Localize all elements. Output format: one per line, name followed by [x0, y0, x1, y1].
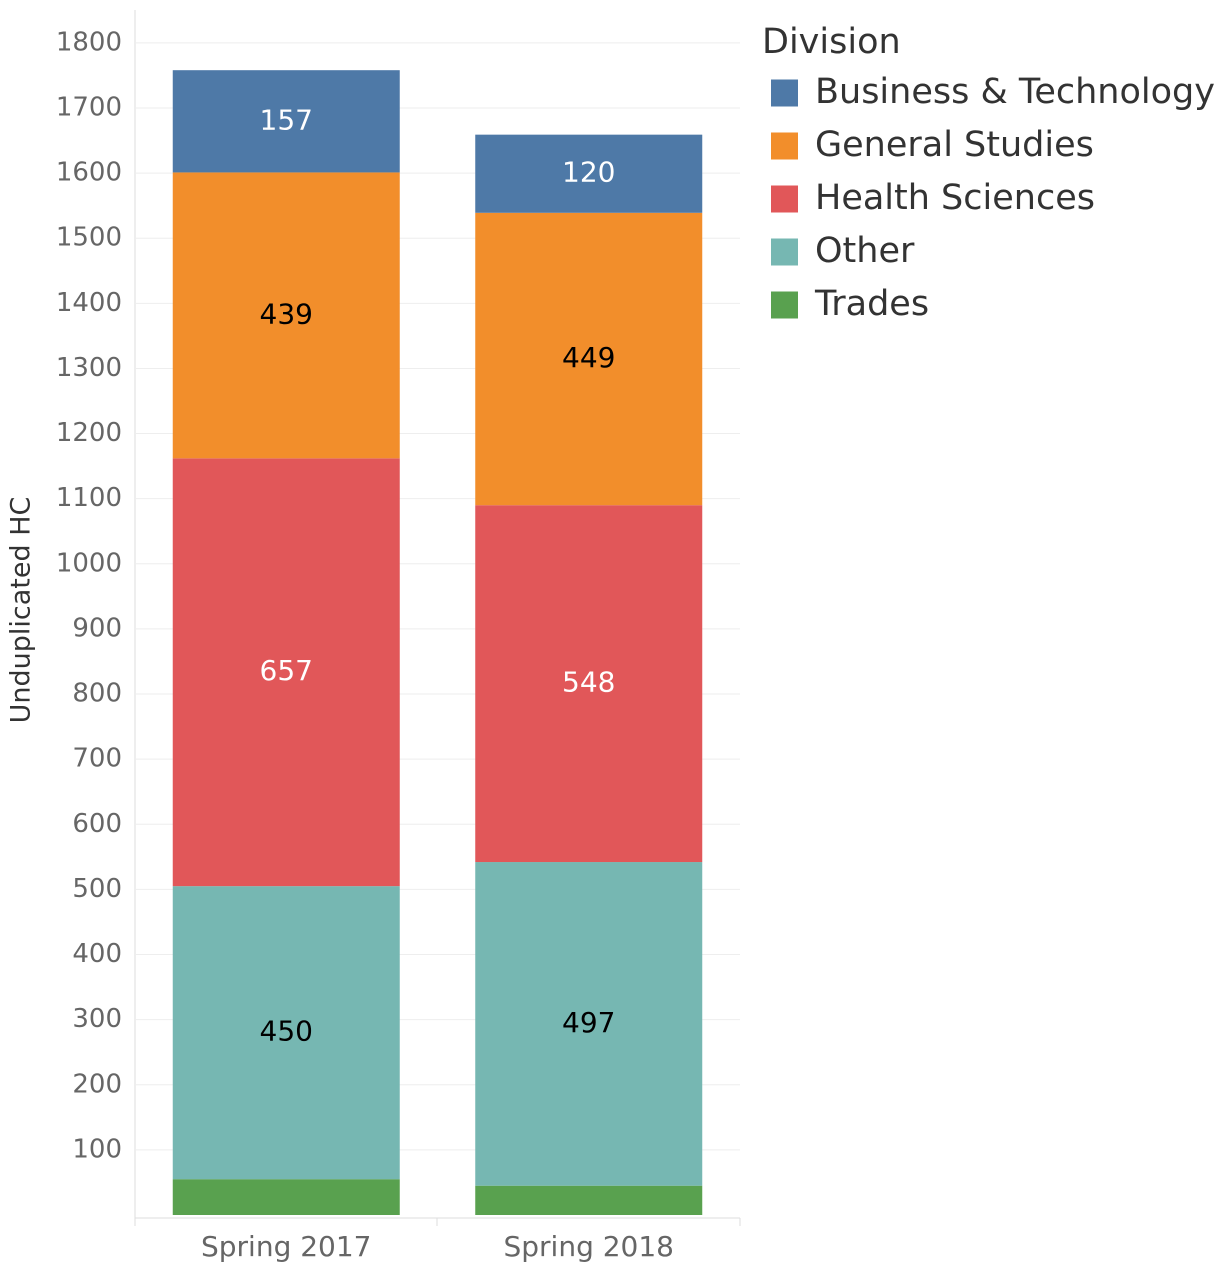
y-tick-label: 700 [72, 744, 122, 774]
y-tick-label: 1000 [56, 548, 122, 578]
data-label: 439 [260, 297, 313, 330]
y-tick-label: 1500 [56, 223, 122, 253]
legend-swatch [771, 132, 798, 160]
legend-label: General Studies [815, 125, 1094, 165]
y-tick-label: 1600 [56, 158, 122, 188]
legend-label: Health Sciences [815, 178, 1095, 218]
legend-title: Division [762, 22, 901, 62]
y-tick-label: 900 [72, 613, 122, 643]
legend-swatch [771, 238, 798, 266]
data-label: 657 [260, 654, 313, 687]
y-tick-label: 600 [72, 809, 122, 839]
bar-segment [172, 1179, 400, 1215]
data-label: 450 [260, 1015, 313, 1048]
data-label: 449 [562, 341, 615, 374]
bar-segment [475, 1185, 703, 1215]
legend-swatch [771, 79, 798, 107]
bar-segment [172, 172, 400, 459]
legend-swatch [771, 185, 798, 213]
bar-segment [475, 134, 703, 213]
legend-label: Other [815, 231, 915, 271]
data-label: 120 [562, 156, 615, 189]
y-tick-label: 1400 [56, 288, 122, 318]
bar-segment [172, 458, 400, 887]
y-tick-label: 200 [72, 1069, 122, 1099]
x-tick-label: Spring 2017 [201, 1230, 372, 1263]
legend-label: Business & Technology [815, 72, 1215, 112]
legend-label: Trades [814, 284, 929, 324]
bar-segment [475, 505, 703, 863]
bar-segment [172, 70, 400, 173]
data-label: 157 [260, 103, 313, 136]
bar-segment [172, 886, 400, 1180]
y-tick-label: 1700 [56, 92, 122, 122]
y-tick-label: 800 [72, 679, 122, 709]
y-tick-label: 300 [72, 1004, 122, 1034]
y-tick-label: 400 [72, 939, 122, 969]
y-tick-label: 1100 [56, 483, 122, 513]
bar-segment [475, 862, 703, 1186]
y-tick-label: 100 [72, 1134, 122, 1164]
data-label: 497 [562, 1006, 615, 1039]
bar-segment [475, 212, 703, 506]
legend-swatch [771, 291, 798, 319]
y-tick-label: 500 [72, 874, 122, 904]
data-label: 548 [562, 666, 615, 699]
x-tick-label: Spring 2018 [503, 1230, 674, 1263]
y-axis-title: Unduplicated HC [6, 497, 37, 724]
y-tick-label: 1300 [56, 353, 122, 383]
y-tick-label: 1800 [56, 27, 122, 57]
y-tick-label: 1200 [56, 418, 122, 448]
